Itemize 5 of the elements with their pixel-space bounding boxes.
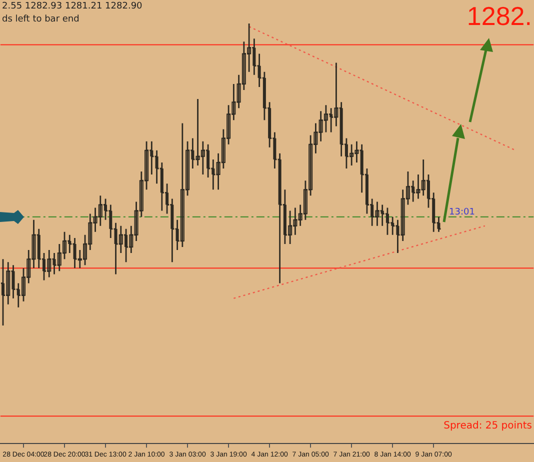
text: 2.55 1282.93 1281.21 1282.90: [2, 1, 143, 12]
text: Spread: 25 points: [444, 420, 532, 432]
annotation: 13:01: [449, 207, 475, 218]
annotation: ds left to bar end: [2, 14, 80, 24]
annotation: 1282.: [466, 1, 532, 32]
